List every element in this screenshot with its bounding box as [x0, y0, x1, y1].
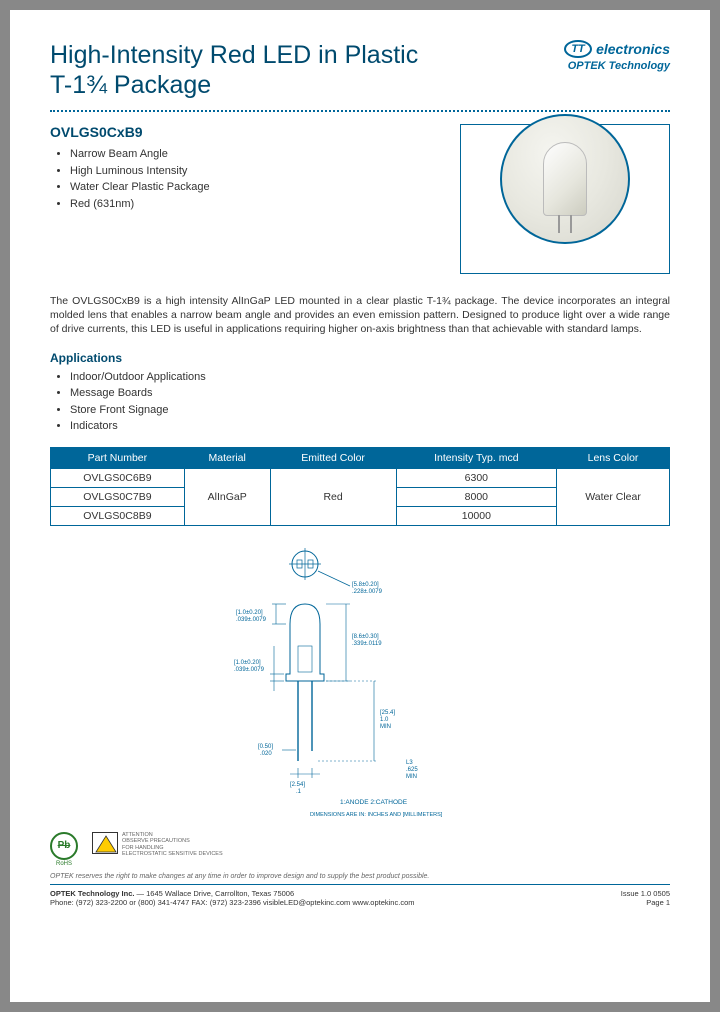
- table-header-row: Part Number Material Emitted Color Inten…: [51, 447, 670, 468]
- td-intensity: 6300: [396, 468, 556, 487]
- footer-contact: Phone: (972) 323-2200 or (800) 341-4747 …: [50, 898, 414, 907]
- part-family: OVLGS0CxB9: [50, 124, 440, 140]
- logo-row: TT electronics: [564, 40, 670, 58]
- led-lead: [558, 215, 560, 233]
- th-material: Material: [184, 447, 270, 468]
- th-intensity: Intensity Typ. mcd: [396, 447, 556, 468]
- logo: TT electronics OPTEK Technology: [564, 40, 670, 72]
- dim-top2: .228±.0079: [352, 589, 383, 595]
- pin-labels: 1:ANODE 2:CATHODE: [340, 799, 408, 806]
- footer-issue: Issue 1.0 0505: [621, 889, 670, 898]
- svg-text:[25.4]: [25.4]: [380, 710, 395, 716]
- esd-text: ATTENTION OBSERVE PRECAUTIONS FOR HANDLI…: [122, 832, 223, 858]
- th-part: Part Number: [51, 447, 185, 468]
- svg-text:.020: .020: [260, 751, 272, 757]
- svg-text:.039±.0079: .039±.0079: [236, 617, 267, 623]
- pb-badge-block: Pb RoHS: [50, 832, 78, 867]
- applications-heading: Applications: [50, 351, 670, 365]
- rohs-label: RoHS: [50, 861, 78, 867]
- td-part: OVLGS0C7B9: [51, 487, 185, 506]
- td-emitted: Red: [270, 468, 396, 525]
- led-icon: [543, 142, 587, 216]
- footer-divider: [50, 884, 670, 885]
- feature-item: High Luminous Intensity: [70, 163, 440, 180]
- esd-triangle-icon: [92, 832, 118, 854]
- disclaimer: OPTEK reserves the right to make changes…: [50, 873, 670, 880]
- esd-badge-block: ATTENTION OBSERVE PRECAUTIONS FOR HANDLI…: [92, 832, 223, 858]
- intro-left: OVLGS0CxB9 Narrow Beam Angle High Lumino…: [50, 124, 440, 274]
- feature-item: Water Clear Plastic Package: [70, 179, 440, 196]
- dim-note: DIMENSIONS ARE IN: INCHES AND [MILLIMETE…: [310, 812, 443, 818]
- esd-note: OBSERVE PRECAUTIONS FOR HANDLING ELECTRO…: [122, 838, 223, 858]
- svg-text:.039±.0079: .039±.0079: [234, 667, 265, 673]
- td-part: OVLGS0C6B9: [51, 468, 185, 487]
- footer-address: — 1645 Wallace Drive, Carrollton, Texas …: [137, 889, 295, 898]
- mechanical-diagram: [5.8±0.20] .228±.0079 [1.0±0.20] .039±.0…: [50, 546, 670, 826]
- svg-text:[1.0±0.20]: [1.0±0.20]: [236, 610, 263, 616]
- svg-text:MIN: MIN: [406, 774, 417, 780]
- application-item: Message Boards: [70, 385, 670, 402]
- feature-list: Narrow Beam Angle High Luminous Intensit…: [50, 146, 440, 212]
- svg-text:.339±.0119: .339±.0119: [352, 641, 382, 647]
- divider-dotted: [50, 110, 670, 112]
- td-intensity: 10000: [396, 506, 556, 525]
- logo-subtitle: OPTEK Technology: [564, 60, 670, 72]
- svg-text:1.0: 1.0: [380, 717, 389, 723]
- pb-free-icon: Pb: [50, 832, 78, 860]
- diagram-svg: [5.8±0.20] .228±.0079 [1.0±0.20] .039±.0…: [210, 546, 510, 826]
- svg-text:[2.54]: [2.54]: [290, 782, 305, 788]
- footer-right: Issue 1.0 0505 Page 1: [621, 889, 670, 909]
- esd-attention: ATTENTION: [122, 832, 223, 839]
- svg-text:[8.6±0.30]: [8.6±0.30]: [352, 634, 379, 640]
- title-line2: T-1¾ Package: [50, 70, 418, 100]
- parts-table: Part Number Material Emitted Color Inten…: [50, 447, 670, 526]
- th-lens: Lens Color: [557, 447, 670, 468]
- logo-mark: TT: [564, 40, 592, 58]
- applications-list: Indoor/Outdoor Applications Message Boar…: [50, 369, 670, 435]
- feature-item: Red (631nm): [70, 196, 440, 213]
- footer-company: OPTEK Technology Inc.: [50, 889, 134, 898]
- title-line1: High-Intensity Red LED in Plastic: [50, 40, 418, 70]
- product-image-box: [460, 124, 670, 274]
- application-item: Store Front Signage: [70, 402, 670, 419]
- dim-top: [5.8±0.20]: [352, 582, 379, 588]
- footer: OPTEK Technology Inc. — 1645 Wallace Dri…: [50, 889, 670, 909]
- description-text: The OVLGS0CxB9 is a high intensity AlInG…: [50, 294, 670, 337]
- svg-text:[0.50]: [0.50]: [258, 744, 273, 750]
- svg-text:[1.0±0.20]: [1.0±0.20]: [234, 660, 261, 666]
- led-lead: [570, 215, 572, 233]
- feature-item: Narrow Beam Angle: [70, 146, 440, 163]
- bottom-badges: Pb RoHS ATTENTION OBSERVE PRECAUTIONS FO…: [50, 832, 670, 867]
- product-circle: [500, 114, 630, 244]
- th-color: Emitted Color: [270, 447, 396, 468]
- application-item: Indicators: [70, 418, 670, 435]
- logo-text: electronics: [596, 41, 670, 57]
- td-part: OVLGS0C8B9: [51, 506, 185, 525]
- table-row: OVLGS0C6B9 AlInGaP Red 6300 Water Clear: [51, 468, 670, 487]
- td-intensity: 8000: [396, 487, 556, 506]
- application-item: Indoor/Outdoor Applications: [70, 369, 670, 386]
- footer-page: Page 1: [646, 898, 670, 907]
- svg-text:L3: L3: [406, 760, 413, 766]
- td-lens: Water Clear: [557, 468, 670, 525]
- td-material: AlInGaP: [184, 468, 270, 525]
- intro-row: OVLGS0CxB9 Narrow Beam Angle High Lumino…: [50, 124, 670, 274]
- svg-text:.1: .1: [296, 789, 302, 795]
- svg-text:MIN: MIN: [380, 724, 391, 730]
- svg-text:.625: .625: [406, 767, 418, 773]
- footer-left: OPTEK Technology Inc. — 1645 Wallace Dri…: [50, 889, 414, 909]
- header: High-Intensity Red LED in Plastic T-1¾ P…: [50, 40, 670, 100]
- datasheet-page: High-Intensity Red LED in Plastic T-1¾ P…: [10, 10, 710, 1002]
- title-block: High-Intensity Red LED in Plastic T-1¾ P…: [50, 40, 418, 100]
